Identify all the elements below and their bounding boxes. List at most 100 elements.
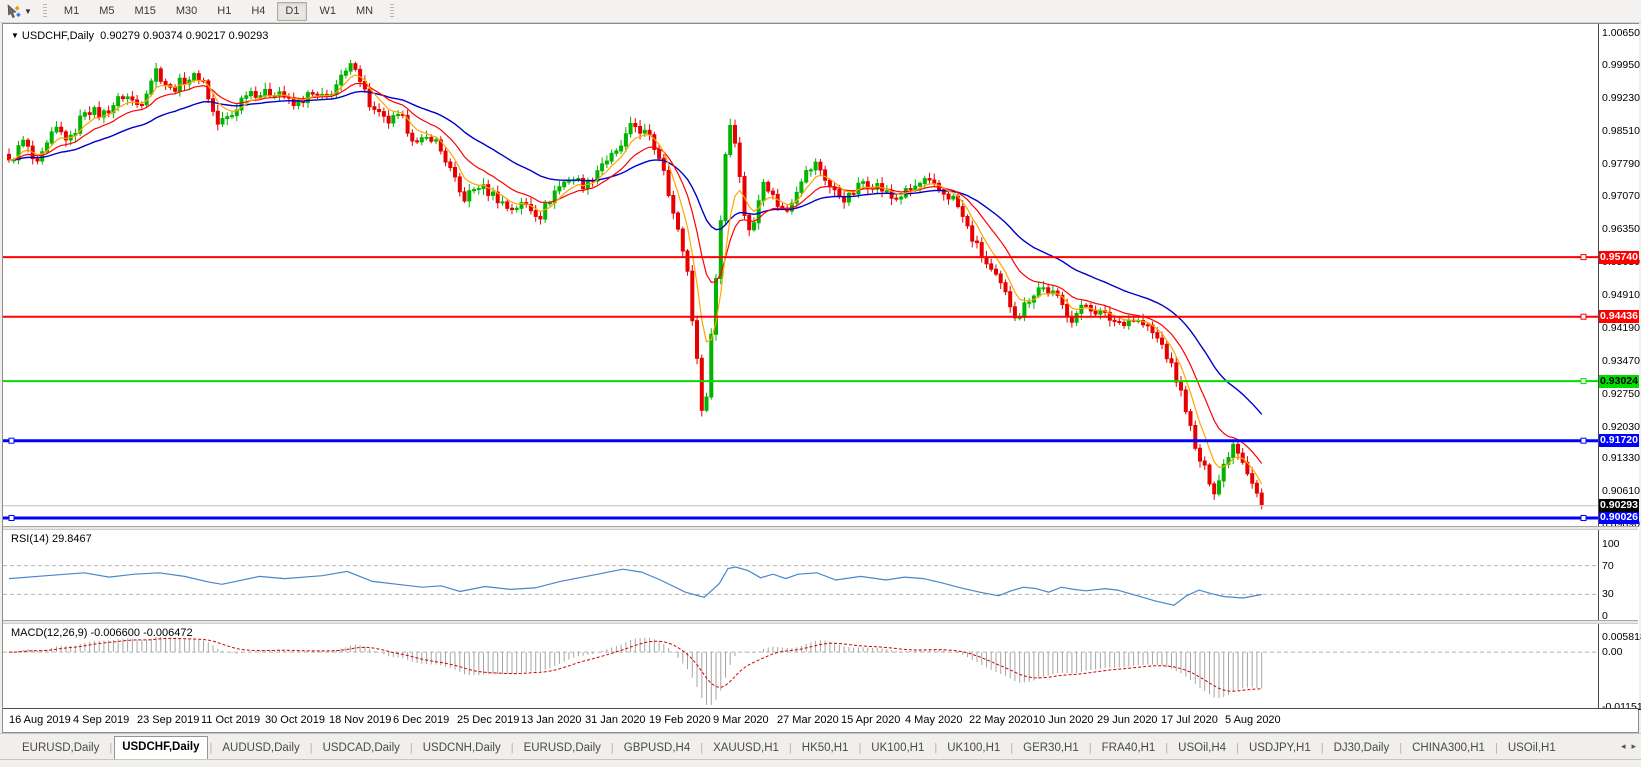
hline-handle[interactable]: [1580, 313, 1587, 320]
date-axis-label: 31 Jan 2020: [585, 714, 646, 726]
moving-averages: [9, 74, 1263, 485]
hline-price-tag: 0.91720: [1599, 434, 1639, 447]
hline-handle[interactable]: [8, 437, 15, 444]
tab-scroll-right-icon[interactable]: ▸: [1631, 741, 1636, 751]
date-axis-label: 27 Mar 2020: [777, 714, 839, 726]
date-axis-label: 4 Sep 2019: [73, 714, 130, 726]
tab-separator: |: [700, 742, 704, 754]
chart-tab-uk100-h1[interactable]: UK100,H1: [947, 742, 1001, 754]
tab-separator: |: [1088, 742, 1092, 754]
chart-tab-usdjpy-h1[interactable]: USDJPY,H1: [1248, 742, 1311, 754]
chart-tab-audusd-daily[interactable]: AUDUSD,Daily: [222, 742, 300, 754]
date-axis-label: 22 May 2020: [969, 714, 1033, 726]
timeframe-button-h4[interactable]: H4: [251, 4, 266, 17]
toolbar-grip[interactable]: [41, 3, 48, 19]
chart-tabs-bar: EURUSD,Daily | USDCHF,Daily | AUDUSD,Daily | U…: [0, 733, 1641, 760]
hline-price-tag: 0.93024: [1599, 375, 1639, 388]
tab-separator: |: [309, 742, 313, 754]
macd-axis-label: 0.00: [1602, 646, 1623, 658]
date-axis-label: 30 Oct 2019: [265, 714, 325, 726]
chart-tab-usdcnh-daily[interactable]: USDCNH,Daily: [422, 742, 501, 754]
date-axis-label: 19 Feb 2020: [649, 714, 711, 726]
date-axis-label: 16 Aug 2019: [9, 714, 71, 726]
timeframe-button-m15[interactable]: M15: [134, 4, 156, 17]
timeframe-button-m5[interactable]: M5: [99, 4, 115, 17]
chart-tab-hk50-h1[interactable]: HK50,H1: [801, 742, 849, 754]
pointer-tool-icon[interactable]: [3, 2, 23, 20]
tab-separator: |: [934, 742, 938, 754]
timeframe-button-w1[interactable]: W1: [319, 4, 336, 17]
chart-tab-dj30-daily[interactable]: DJ30,Daily: [1333, 742, 1390, 754]
hline-price-tag: 0.95740: [1599, 251, 1639, 264]
rsi-axis-label: 100: [1602, 538, 1620, 550]
hline-handle[interactable]: [8, 515, 15, 521]
chart-ohlc-values: 0.90279 0.90374 0.90217 0.90293: [100, 30, 269, 42]
timeframe-button-mn[interactable]: MN: [355, 4, 374, 17]
rsi-pane: [3, 565, 1598, 606]
chart-tab-china300-h1[interactable]: CHINA300,H1: [1412, 742, 1485, 754]
date-axis-label: 10 Jun 2020: [1033, 714, 1094, 726]
chart-tab-eurusd-daily[interactable]: EURUSD,Daily: [22, 742, 100, 754]
tab-separator: |: [1494, 742, 1498, 754]
price-axis-label: 0.92750: [1602, 388, 1640, 400]
price-axis-label: 0.99950: [1602, 59, 1640, 71]
tab-scroll-left-icon[interactable]: ◂: [1620, 741, 1626, 751]
price-chart-canvas[interactable]: [3, 24, 1598, 732]
tab-scroll-nav: ◂ ▸: [1617, 734, 1639, 759]
pane-splitter-rsi[interactable]: [3, 526, 1638, 530]
hline-handle[interactable]: [1580, 378, 1587, 385]
chart-symbol-period: USDCHF,Daily: [21, 30, 95, 42]
chart-tab-usdchf-daily[interactable]: USDCHF,Daily: [114, 736, 208, 759]
rsi-line: [8, 566, 1262, 606]
date-axis-label: 11 Oct 2019: [201, 714, 261, 726]
toolbar-grip-2[interactable]: [389, 3, 396, 19]
chart-window: ▼ USDCHF,Daily 0.90279 0.90374 0.90217 0.…: [2, 23, 1641, 733]
chart-tab-uk100-h1[interactable]: UK100,H1: [871, 742, 925, 754]
chart-tab-usdcad-daily[interactable]: USDCAD,Daily: [322, 742, 400, 754]
chart-tab-usoil-h4[interactable]: USOil,H4: [1178, 742, 1227, 754]
pane-splitter-macd[interactable]: [3, 620, 1638, 624]
timeframe-button-h1[interactable]: H1: [217, 4, 232, 17]
tab-separator: |: [1320, 742, 1324, 754]
tab-separator: |: [1165, 742, 1169, 754]
macd-indicator-label: MACD(12,26,9) -0.006600 -0.006472: [11, 627, 193, 639]
chart-tab-eurusd-daily[interactable]: EURUSD,Daily: [523, 742, 601, 754]
timeframe-button-d1[interactable]: D1: [277, 1, 308, 21]
chart-tab-fra40-h1[interactable]: FRA40,H1: [1101, 742, 1156, 754]
time-axis[interactable]: 16 Aug 2019 4 Sep 2019 23 Sep 2019 11 Oct 2…: [3, 708, 1638, 732]
date-axis-label: 15 Apr 2020: [841, 714, 901, 726]
rsi-axis-label: 70: [1602, 560, 1614, 572]
price-axis-label: 0.98510: [1602, 125, 1640, 137]
hline-handle[interactable]: [1580, 515, 1587, 521]
hline-handle[interactable]: [1580, 254, 1587, 261]
tab-separator: |: [409, 742, 413, 754]
tab-separator: |: [610, 742, 614, 754]
timeframe-button-m1[interactable]: M1: [63, 4, 80, 17]
horizontal-level-lines[interactable]: [3, 254, 1598, 521]
macd-axis-label: 0.005818: [1602, 631, 1641, 643]
chart-menu-icon[interactable]: ▼: [11, 31, 19, 40]
price-axis[interactable]: 1.00650 0.99950 0.99230 0.98510 0.97790 0.970…: [1598, 24, 1641, 713]
hline-handle[interactable]: [1580, 437, 1587, 444]
chart-tab-usoil-h1[interactable]: USOil,H1: [1507, 742, 1556, 754]
chevron-down-icon[interactable]: ▼: [24, 6, 32, 16]
chart-tab-xauusd-h1[interactable]: XAUUSD,H1: [713, 742, 779, 754]
tab-separator: |: [788, 742, 792, 754]
date-axis-label: 23 Sep 2019: [137, 714, 200, 726]
chart-tab-gbpusd-h4[interactable]: GBPUSD,H4: [623, 742, 691, 754]
current-price-tag: 0.90293: [1599, 499, 1639, 512]
timeframe-button-m30[interactable]: M30: [175, 4, 198, 17]
date-axis-label: 18 Nov 2019: [329, 714, 392, 726]
timeframe-buttons: M1 M5 M15 M30 H1 H4 D1 W1 MN: [54, 1, 383, 21]
tab-separator: |: [1399, 742, 1403, 754]
date-axis-label: 9 Mar 2020: [713, 714, 769, 726]
tab-separator: |: [209, 742, 213, 754]
macd-pane: [3, 637, 1598, 705]
hline-price-tag: 0.94436: [1599, 310, 1639, 323]
chart-tab-ger30-h1[interactable]: GER30,H1: [1023, 742, 1079, 754]
date-axis-label: 29 Jun 2020: [1097, 714, 1158, 726]
price-axis-label: 0.97790: [1602, 158, 1640, 170]
tab-separator: |: [109, 742, 113, 754]
candlestick-series: [7, 59, 1264, 510]
date-axis-label: 6 Dec 2019: [393, 714, 450, 726]
